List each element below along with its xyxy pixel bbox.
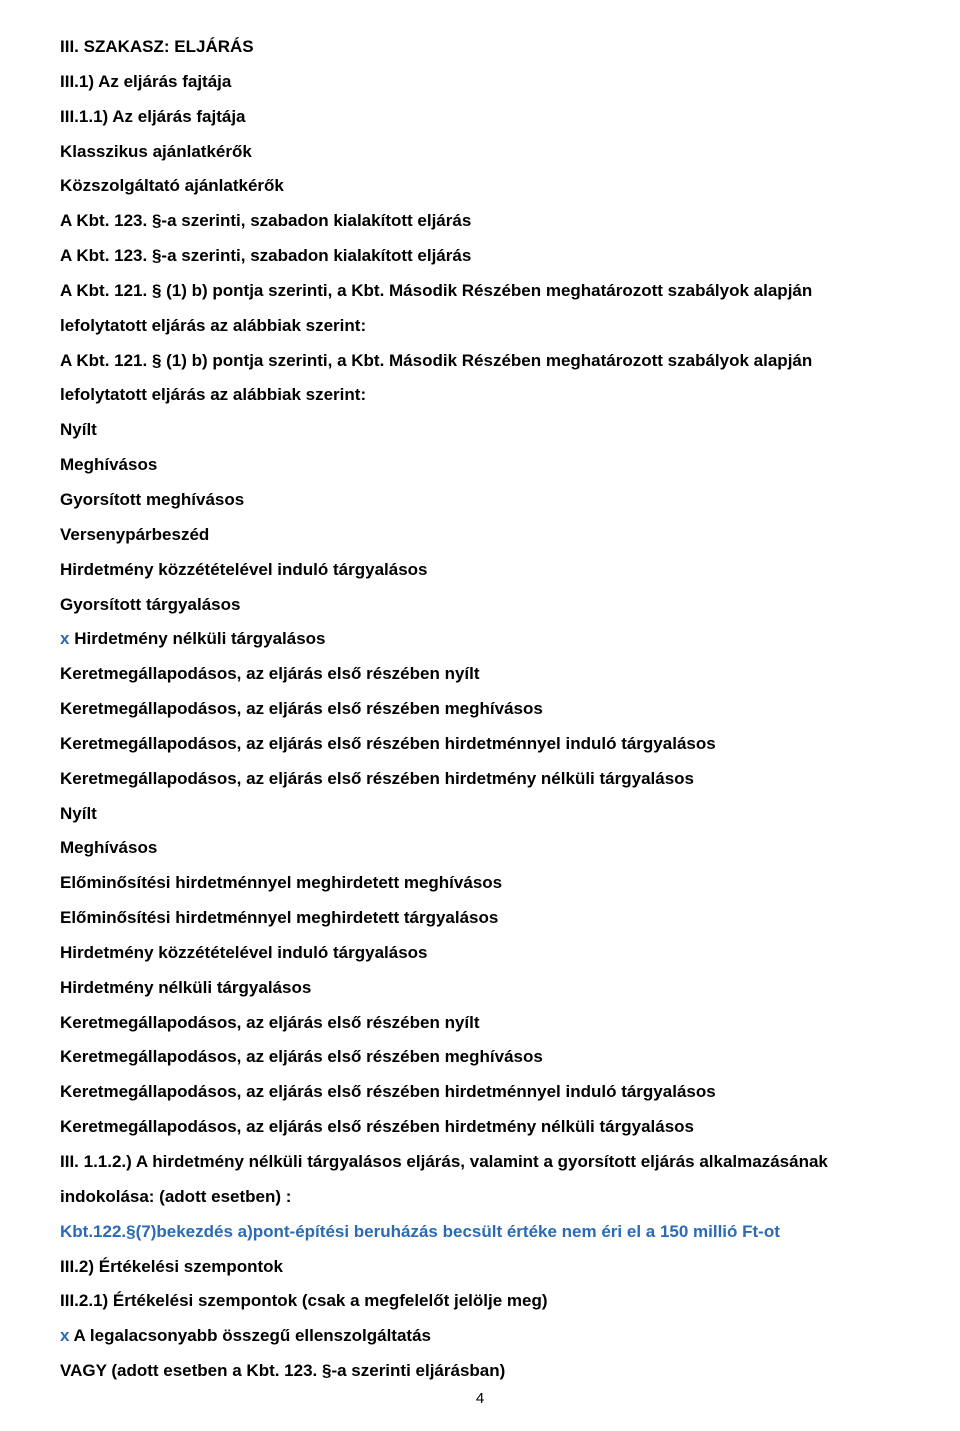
line-text: Előminősítési hirdetménnyel meghirdetett… bbox=[60, 873, 502, 892]
text-line: Keretmegállapodásos, az eljárás első rés… bbox=[60, 727, 900, 762]
text-line: x A legalacsonyabb összegű ellenszolgált… bbox=[60, 1319, 900, 1354]
text-line: Keretmegállapodásos, az eljárás első rés… bbox=[60, 1110, 900, 1145]
text-line: Hirdetmény közzétételével induló tárgyal… bbox=[60, 936, 900, 971]
line-text: Keretmegállapodásos, az eljárás első rés… bbox=[60, 1117, 694, 1136]
line-text: Keretmegállapodásos, az eljárás első rés… bbox=[60, 1013, 480, 1032]
text-line: III. SZAKASZ: ELJÁRÁS bbox=[60, 30, 900, 65]
text-line: Keretmegállapodásos, az eljárás első rés… bbox=[60, 692, 900, 727]
line-text: Gyorsított meghívásos bbox=[60, 490, 244, 509]
page-number: 4 bbox=[0, 1390, 960, 1407]
line-text: III. SZAKASZ: ELJÁRÁS bbox=[60, 37, 254, 56]
text-line: A Kbt. 123. §-a szerinti, szabadon kiala… bbox=[60, 204, 900, 239]
line-text: Meghívásos bbox=[60, 455, 157, 474]
line-text: A Kbt. 121. § (1) b) pontja szerinti, a … bbox=[60, 351, 812, 405]
text-line: III. 1.1.2.) A hirdetmény nélküli tárgya… bbox=[60, 1145, 900, 1215]
line-text: III. 1.1.2.) A hirdetmény nélküli tárgya… bbox=[60, 1152, 828, 1206]
text-line: III.2.1) Értékelési szempontok (csak a m… bbox=[60, 1284, 900, 1319]
text-line: III.1) Az eljárás fajtája bbox=[60, 65, 900, 100]
text-line: VAGY (adott esetben a Kbt. 123. §-a szer… bbox=[60, 1354, 900, 1389]
line-text: A Kbt. 123. §-a szerinti, szabadon kiala… bbox=[60, 246, 471, 265]
text-line: Kbt.122.§(7)bekezdés a)pont-építési beru… bbox=[60, 1215, 900, 1250]
line-text: VAGY (adott esetben a Kbt. 123. §-a szer… bbox=[60, 1361, 505, 1380]
text-line: Hirdetmény nélküli tárgyalásos bbox=[60, 971, 900, 1006]
text-line: Előminősítési hirdetménnyel meghirdetett… bbox=[60, 866, 900, 901]
text-line: A Kbt. 123. §-a szerinti, szabadon kiala… bbox=[60, 239, 900, 274]
line-text: Meghívásos bbox=[60, 838, 157, 857]
line-text: Keretmegállapodásos, az eljárás első rés… bbox=[60, 769, 694, 788]
line-text: III.2) Értékelési szempontok bbox=[60, 1257, 283, 1276]
text-line: Meghívásos bbox=[60, 831, 900, 866]
line-text: III.1.1) Az eljárás fajtája bbox=[60, 107, 246, 126]
line-text: Keretmegállapodásos, az eljárás első rés… bbox=[60, 699, 543, 718]
text-line: Gyorsított tárgyalásos bbox=[60, 588, 900, 623]
line-text: A Kbt. 121. § (1) b) pontja szerinti, a … bbox=[60, 281, 812, 335]
line-text: A Kbt. 123. §-a szerinti, szabadon kiala… bbox=[60, 211, 471, 230]
text-line: Keretmegállapodásos, az eljárás első rés… bbox=[60, 657, 900, 692]
line-text: Keretmegállapodásos, az eljárás első rés… bbox=[60, 734, 716, 753]
line-text: Gyorsított tárgyalásos bbox=[60, 595, 240, 614]
line-text: A legalacsonyabb összegű ellenszolgáltat… bbox=[69, 1326, 431, 1345]
line-text: III.2.1) Értékelési szempontok (csak a m… bbox=[60, 1291, 548, 1310]
text-line: Keretmegállapodásos, az eljárás első rés… bbox=[60, 1040, 900, 1075]
line-text: III.1) Az eljárás fajtája bbox=[60, 72, 231, 91]
text-line: Keretmegállapodásos, az eljárás első rés… bbox=[60, 1075, 900, 1110]
text-line: Nyílt bbox=[60, 797, 900, 832]
line-text: Közszolgáltató ajánlatkérők bbox=[60, 176, 284, 195]
text-line: A Kbt. 121. § (1) b) pontja szerinti, a … bbox=[60, 344, 900, 414]
line-text: Nyílt bbox=[60, 420, 97, 439]
text-line: x Hirdetmény nélküli tárgyalásos bbox=[60, 622, 900, 657]
marked-prefix: Kbt.122.§(7)bekezdés a)pont-építési beru… bbox=[60, 1222, 780, 1241]
text-line: Klasszikus ajánlatkérők bbox=[60, 135, 900, 170]
line-text: Keretmegállapodásos, az eljárás első rés… bbox=[60, 1047, 543, 1066]
text-line: Előminősítési hirdetménnyel meghirdetett… bbox=[60, 901, 900, 936]
line-text: Klasszikus ajánlatkérők bbox=[60, 142, 252, 161]
line-text: Hirdetmény közzétételével induló tárgyal… bbox=[60, 560, 428, 579]
text-line: III.1.1) Az eljárás fajtája bbox=[60, 100, 900, 135]
line-text: Előminősítési hirdetménnyel meghirdetett… bbox=[60, 908, 498, 927]
line-text: Nyílt bbox=[60, 804, 97, 823]
text-line: Versenypárbeszéd bbox=[60, 518, 900, 553]
line-text: Hirdetmény nélküli tárgyalásos bbox=[69, 629, 325, 648]
line-text: Keretmegállapodásos, az eljárás első rés… bbox=[60, 664, 480, 683]
text-line: III.2) Értékelési szempontok bbox=[60, 1250, 900, 1285]
text-line: Keretmegállapodásos, az eljárás első rés… bbox=[60, 1006, 900, 1041]
line-text: Hirdetmény közzétételével induló tárgyal… bbox=[60, 943, 428, 962]
text-line: Meghívásos bbox=[60, 448, 900, 483]
line-text: Versenypárbeszéd bbox=[60, 525, 209, 544]
document-page: III. SZAKASZ: ELJÁRÁS III.1) Az eljárás … bbox=[0, 0, 960, 1431]
line-text: Keretmegállapodásos, az eljárás első rés… bbox=[60, 1082, 716, 1101]
text-line: Nyílt bbox=[60, 413, 900, 448]
text-line: A Kbt. 121. § (1) b) pontja szerinti, a … bbox=[60, 274, 900, 344]
text-line: Keretmegállapodásos, az eljárás első rés… bbox=[60, 762, 900, 797]
line-text: Hirdetmény nélküli tárgyalásos bbox=[60, 978, 311, 997]
text-line: Hirdetmény közzétételével induló tárgyal… bbox=[60, 553, 900, 588]
text-line: Közszolgáltató ajánlatkérők bbox=[60, 169, 900, 204]
text-line: Gyorsított meghívásos bbox=[60, 483, 900, 518]
